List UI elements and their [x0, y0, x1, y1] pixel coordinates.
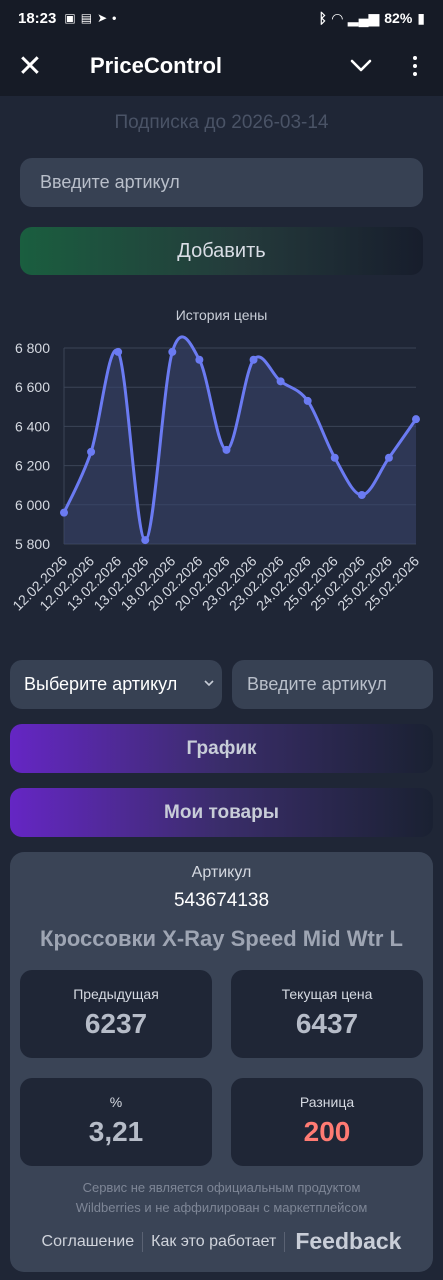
current-price-tile: Текущая цена 6437	[231, 970, 423, 1058]
percent-label: %	[109, 1094, 123, 1110]
bluetooth-icon: ᛒ	[318, 10, 328, 26]
how-it-works-link[interactable]: Как это работает	[151, 1232, 277, 1250]
data-point	[249, 355, 258, 364]
percent-tile: % 3,21	[20, 1078, 212, 1166]
app-title: PriceControl	[90, 53, 223, 78]
chevron-down-icon	[204, 680, 214, 687]
data-point	[303, 396, 312, 405]
article-number: 543674138	[173, 890, 270, 911]
signal-icon: ▂▄▆	[347, 9, 380, 26]
disclaimer-line-1: Сервис не является официальным продуктом	[82, 1180, 361, 1195]
battery-icon: ▮	[417, 9, 425, 26]
dot-icon: •	[112, 11, 117, 25]
notification-icons: ▣ ▤ ➤ •	[64, 11, 116, 25]
y-tick-label: 6 400	[15, 418, 50, 434]
data-point	[276, 377, 285, 386]
data-point	[222, 445, 231, 454]
data-point	[60, 508, 68, 517]
status-time: 18:23	[18, 9, 57, 27]
y-tick-label: 5 800	[15, 536, 50, 552]
y-tick-label: 6 800	[15, 340, 50, 356]
area-fill	[64, 336, 416, 544]
more-menu-icon[interactable]	[401, 50, 429, 82]
y-tick-label: 6 200	[15, 458, 50, 474]
article-label: Артикул	[191, 864, 252, 881]
my-goods-button[interactable]: Мои товары	[10, 788, 433, 837]
data-point	[195, 355, 204, 364]
article-select[interactable]: Выберите артикул	[10, 660, 222, 709]
data-point	[87, 447, 96, 456]
data-point	[141, 536, 150, 545]
data-point	[357, 491, 366, 499]
y-tick-label: 6 000	[15, 497, 50, 513]
app-bar: ✕ PriceControl	[0, 36, 443, 96]
product-name: Кроссовки X-Ray Speed Mid Wtr L	[40, 926, 403, 951]
telegram-icon: ➤	[97, 11, 108, 25]
current-price-value: 6437	[295, 1008, 359, 1039]
feedback-link[interactable]: Feedback	[295, 1228, 402, 1254]
status-bar: 18:23 ▣ ▤ ➤ • ᛒ ◠ ▂▄▆ 82% ▮	[0, 0, 443, 36]
difference-tile: Разница 200	[231, 1078, 423, 1166]
y-tick-label: 6 600	[15, 379, 50, 395]
graph-button[interactable]: График	[10, 724, 433, 773]
data-point	[114, 347, 123, 356]
disclaimer-line-2: Wildberries и не аффилирован с маркетпле…	[75, 1200, 368, 1215]
article-input[interactable]	[20, 158, 423, 207]
app-icon: ▤	[80, 11, 93, 25]
previous-price-label: Предыдущая	[73, 986, 159, 1002]
previous-price-tile: Предыдущая 6237	[20, 970, 212, 1058]
percent-value: 3,21	[88, 1116, 144, 1147]
article-input-2[interactable]	[232, 660, 433, 709]
wifi-icon: ◠	[332, 9, 343, 26]
data-point	[384, 453, 393, 462]
gallery-icon: ▣	[64, 11, 76, 25]
product-card: Артикул 543674138 Кроссовки X-Ray Speed …	[10, 852, 433, 1272]
chart-title: История цены	[175, 307, 268, 323]
divider	[142, 1231, 144, 1252]
footer-links: Соглашение Как это работает Feedback	[10, 1228, 433, 1255]
add-button[interactable]: Добавить	[20, 227, 423, 275]
difference-label: Разница	[299, 1094, 355, 1110]
data-point	[330, 453, 339, 462]
difference-value: 200	[303, 1116, 351, 1147]
divider	[284, 1231, 286, 1252]
close-icon[interactable]: ✕	[17, 49, 43, 83]
data-point	[412, 415, 420, 424]
article-select-value: Выберите артикул	[24, 674, 178, 694]
subscription-text: Подписка до 2026-03-14	[114, 112, 329, 133]
previous-price-value: 6237	[84, 1008, 148, 1039]
data-point	[168, 347, 177, 356]
battery-percent: 82%	[384, 10, 413, 26]
chevron-down-icon[interactable]	[345, 50, 377, 82]
agreement-link[interactable]: Соглашение	[41, 1232, 135, 1250]
disclaimer: Сервис не является официальным продуктом…	[10, 1178, 433, 1218]
current-price-label: Текущая цена	[281, 986, 373, 1002]
